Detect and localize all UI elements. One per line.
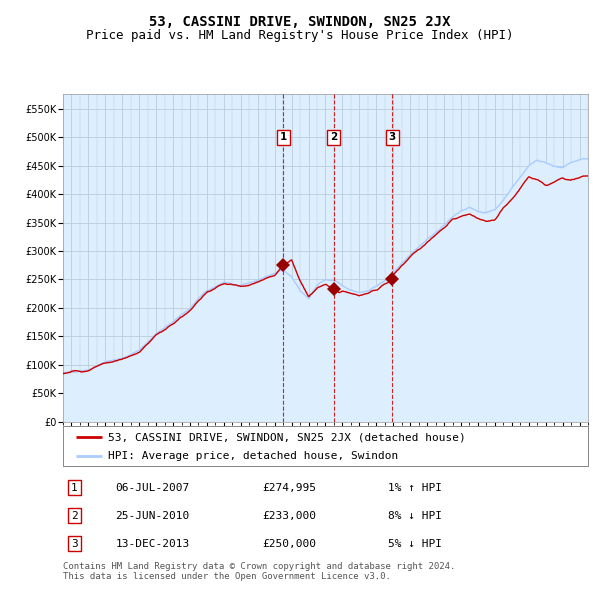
Text: 53, CASSINI DRIVE, SWINDON, SN25 2JX: 53, CASSINI DRIVE, SWINDON, SN25 2JX [149, 15, 451, 29]
Text: 5% ↓ HPI: 5% ↓ HPI [389, 539, 443, 549]
Text: 1: 1 [280, 132, 287, 142]
Text: £250,000: £250,000 [263, 539, 317, 549]
Text: 25-JUN-2010: 25-JUN-2010 [115, 510, 190, 520]
Text: 1: 1 [71, 483, 78, 493]
Text: 2: 2 [330, 132, 337, 142]
Text: 13-DEC-2013: 13-DEC-2013 [115, 539, 190, 549]
Text: 3: 3 [71, 539, 78, 549]
Text: HPI: Average price, detached house, Swindon: HPI: Average price, detached house, Swin… [107, 451, 398, 461]
Text: 53, CASSINI DRIVE, SWINDON, SN25 2JX (detached house): 53, CASSINI DRIVE, SWINDON, SN25 2JX (de… [107, 432, 466, 442]
Text: 3: 3 [389, 132, 396, 142]
Text: 2: 2 [71, 510, 78, 520]
Text: 1% ↑ HPI: 1% ↑ HPI [389, 483, 443, 493]
Text: 06-JUL-2007: 06-JUL-2007 [115, 483, 190, 493]
Text: £233,000: £233,000 [263, 510, 317, 520]
Text: £274,995: £274,995 [263, 483, 317, 493]
Text: 8% ↓ HPI: 8% ↓ HPI [389, 510, 443, 520]
Text: Price paid vs. HM Land Registry's House Price Index (HPI): Price paid vs. HM Land Registry's House … [86, 30, 514, 42]
Text: Contains HM Land Registry data © Crown copyright and database right 2024.
This d: Contains HM Land Registry data © Crown c… [63, 562, 455, 581]
